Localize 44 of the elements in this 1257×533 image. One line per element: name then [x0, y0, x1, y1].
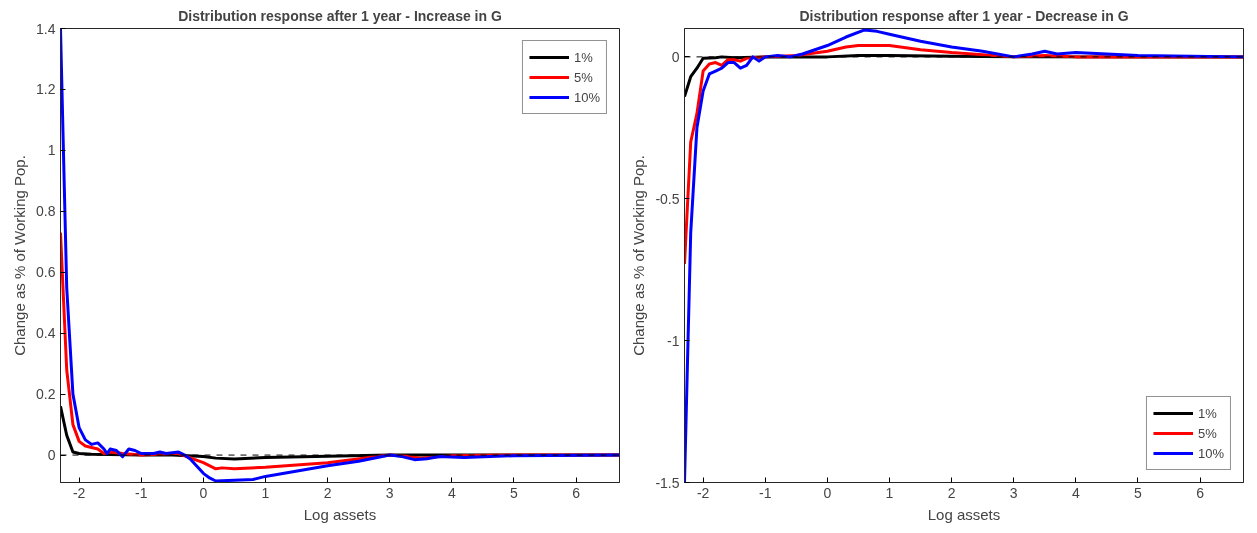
y-tick-label: 1.2 [36, 81, 56, 98]
chart-title: Distribution response after 1 year - Increase in G [178, 7, 502, 24]
x-axis-title: Log assets [303, 505, 377, 523]
x-tick-label: 0 [199, 484, 208, 501]
y-tick-label: 0.4 [36, 325, 56, 342]
legend-label: 10% [1197, 445, 1224, 461]
legend-label: 10% [573, 89, 600, 105]
y-axis-title: Change as % of Working Pop. [11, 155, 29, 356]
x-tick-label: -2 [696, 484, 710, 501]
x-tick-label: 3 [385, 484, 394, 501]
y-tick-label: 0.2 [36, 386, 56, 403]
y-tick-label: 0.6 [36, 264, 56, 281]
y-tick-label: 1.4 [36, 20, 56, 37]
y-tick-label: 0 [671, 48, 680, 65]
x-tick-label: -2 [72, 484, 86, 501]
x-tick-label: 3 [1009, 484, 1018, 501]
x-tick-label: 2 [947, 484, 956, 501]
x-axis-title: Log assets [927, 505, 1001, 523]
x-tick-label: 1 [885, 484, 894, 501]
x-tick-label: -1 [135, 484, 148, 501]
x-tick-label: 5 [1134, 484, 1143, 501]
x-tick-label: 0 [823, 484, 832, 501]
y-tick-label: -0.5 [655, 190, 680, 207]
x-tick-label: 2 [323, 484, 332, 501]
x-tick-label: 5 [510, 484, 519, 501]
x-tick-label: 4 [447, 484, 456, 501]
legend-label: 5% [573, 69, 594, 85]
y-tick-label: -1 [667, 332, 680, 349]
x-tick-label: 4 [1071, 484, 1080, 501]
x-tick-label: 6 [1196, 484, 1205, 501]
y-tick-label: 1 [47, 142, 56, 159]
line-series [60, 28, 620, 483]
y-axis-title: Change as % of Working Pop. [630, 155, 648, 356]
y-tick-label: 0.8 [36, 203, 56, 220]
x-tick-label: -1 [759, 484, 772, 501]
line-series [684, 28, 1244, 483]
chart-title: Distribution response after 1 year - Decrease in G [799, 7, 1129, 24]
y-tick-label: 0 [47, 447, 56, 464]
legend-label: 1% [573, 49, 594, 65]
x-tick-label: 6 [572, 484, 581, 501]
legend-label: 5% [1197, 425, 1218, 441]
legend-label: 1% [1197, 405, 1218, 421]
x-tick-label: 1 [261, 484, 270, 501]
y-tick-label: -1.5 [655, 474, 680, 491]
